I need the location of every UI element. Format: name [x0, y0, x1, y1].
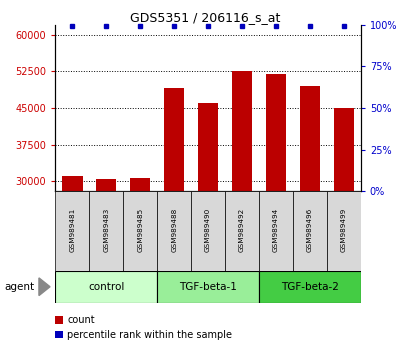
Bar: [62, 177, 82, 328]
Bar: [96, 179, 116, 328]
Text: GSM989485: GSM989485: [137, 207, 143, 251]
Text: control: control: [88, 282, 124, 292]
Text: percentile rank within the sample: percentile rank within the sample: [67, 330, 231, 339]
Bar: [299, 86, 319, 328]
Text: GSM989483: GSM989483: [103, 207, 109, 251]
Bar: [333, 108, 353, 328]
Bar: [326, 191, 360, 271]
Bar: [157, 271, 258, 303]
Bar: [55, 271, 157, 303]
Bar: [258, 191, 292, 271]
Text: GSM989494: GSM989494: [272, 207, 278, 251]
Text: GSM989492: GSM989492: [238, 207, 245, 251]
Bar: [231, 71, 252, 328]
Text: TGF-beta-2: TGF-beta-2: [280, 282, 338, 292]
Bar: [292, 191, 326, 271]
Bar: [89, 191, 123, 271]
Text: GSM989490: GSM989490: [204, 207, 211, 251]
Polygon shape: [39, 278, 50, 296]
Bar: [55, 191, 89, 271]
Text: GDS5351 / 206116_s_at: GDS5351 / 206116_s_at: [130, 11, 279, 24]
Text: count: count: [67, 315, 94, 325]
Text: agent: agent: [4, 282, 34, 292]
Bar: [258, 271, 360, 303]
Bar: [157, 191, 191, 271]
Bar: [265, 74, 285, 328]
Text: GSM989496: GSM989496: [306, 207, 312, 251]
Bar: [123, 191, 157, 271]
Bar: [225, 191, 258, 271]
Bar: [130, 178, 150, 328]
Bar: [191, 191, 225, 271]
Text: GSM989488: GSM989488: [171, 207, 177, 251]
Text: GSM989499: GSM989499: [340, 207, 346, 251]
Bar: [164, 88, 184, 328]
Bar: [198, 103, 218, 328]
Text: GSM989481: GSM989481: [69, 207, 75, 251]
Text: TGF-beta-1: TGF-beta-1: [179, 282, 236, 292]
